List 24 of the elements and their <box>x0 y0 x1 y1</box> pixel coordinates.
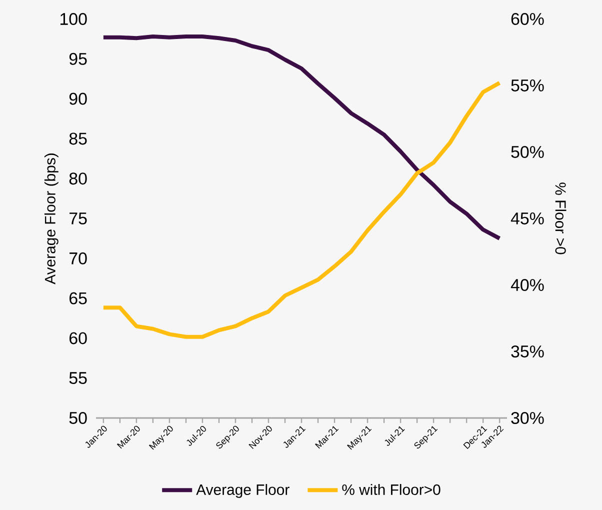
y-tick-label: 80 <box>69 172 87 185</box>
y-tick-label: 85 <box>69 132 87 145</box>
y-axis-title: Average Floor (bps) <box>44 154 58 284</box>
y2-tick-label: 60% <box>511 12 544 25</box>
line-series <box>101 34 502 240</box>
legend-label: Average Floor <box>196 484 290 498</box>
y2-axis-title: % Floor >0 <box>555 182 566 254</box>
legend-label: % with Floor>0 <box>342 484 440 495</box>
y-tick-label: 95 <box>69 52 87 65</box>
y-tick-label: 50 <box>69 412 87 424</box>
y-tick-label: 65 <box>70 292 87 304</box>
y-tick-label: 55 <box>69 372 87 384</box>
y-tick-label: 70 <box>70 252 87 264</box>
y-tick-label: 75 <box>70 212 87 224</box>
y-tick-label: 60 <box>70 332 87 344</box>
y2-tick-label: 45% <box>510 212 544 224</box>
y2-tick-label: 50% <box>511 146 544 158</box>
y2-tick-label: 35% <box>511 345 544 358</box>
line-series <box>101 80 502 339</box>
y2-tick-label: 55% <box>511 80 544 92</box>
y2-tick-label: 40% <box>510 278 544 291</box>
y-tick-label: 100 <box>60 12 87 25</box>
y-tick-label: 90 <box>69 92 87 105</box>
y2-tick-label: 30% <box>511 412 544 424</box>
